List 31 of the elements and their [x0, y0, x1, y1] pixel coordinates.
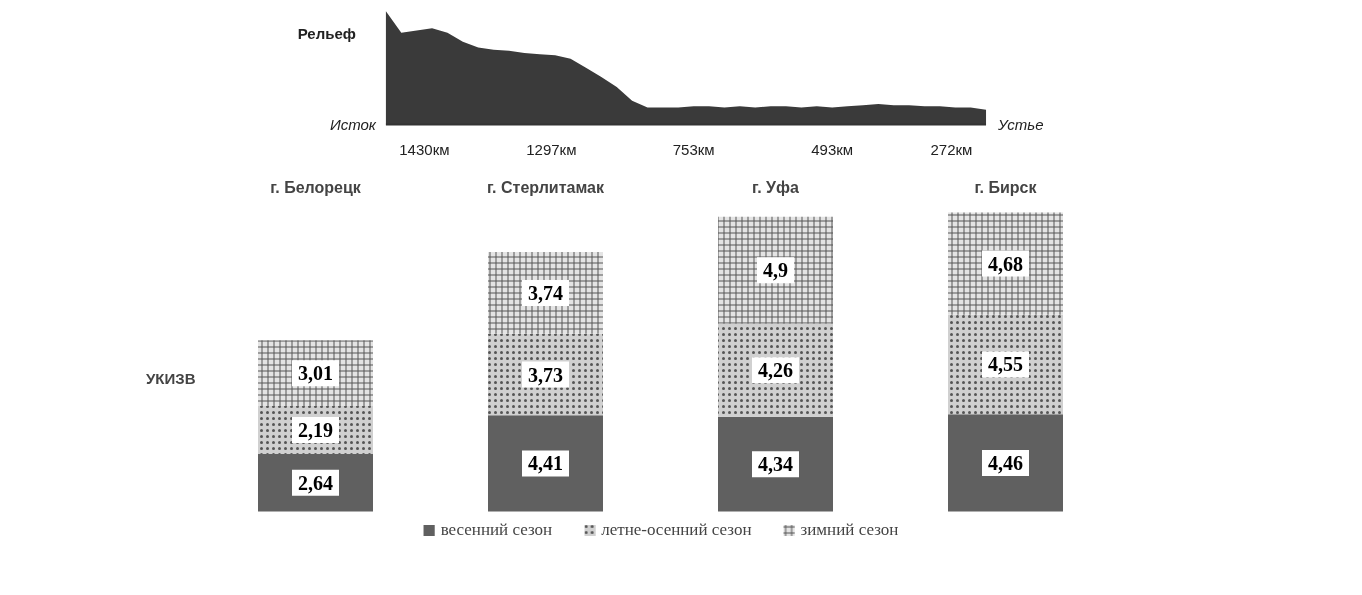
data-label: 4,68: [988, 252, 1023, 275]
x-tick-label: г. Бирск: [974, 178, 1038, 196]
legend-label: весенний сезон: [440, 520, 553, 540]
x-tick-label: г. Уфа: [752, 178, 799, 196]
text: Исток: [329, 116, 377, 133]
text: Устье: [997, 116, 1044, 133]
data-label: 4,26: [758, 359, 793, 382]
text: Рельеф: [297, 25, 356, 43]
data-label: 4,46: [988, 451, 1023, 474]
text: 753км: [672, 141, 715, 158]
x-tick-label: г. Белорецк: [270, 178, 362, 196]
text: 1430км: [399, 141, 450, 158]
legend-label: летне-осенний сезон: [601, 520, 752, 540]
data-label: 2,19: [298, 419, 333, 441]
bar: [488, 415, 603, 512]
text: 493км: [811, 141, 854, 158]
bar: [948, 414, 1063, 512]
x-tick-label: г. Стерлитамак: [487, 178, 605, 196]
legend-label: зимний сезон: [800, 520, 899, 540]
data-label: 3,74: [528, 281, 563, 304]
bar: [718, 416, 833, 512]
text: 272км: [930, 141, 973, 158]
data-label: 4,9: [763, 259, 788, 282]
y-axis-title: УКИЗВ: [146, 370, 196, 387]
data-label: 3,73: [528, 363, 563, 386]
data-label: 4,41: [528, 452, 563, 475]
text: 1297км: [526, 141, 577, 158]
data-label: 3,01: [298, 362, 333, 385]
data-label: 4,34: [758, 453, 793, 476]
data-label: 4,55: [988, 353, 1023, 376]
data-label: 2,64: [298, 471, 333, 494]
